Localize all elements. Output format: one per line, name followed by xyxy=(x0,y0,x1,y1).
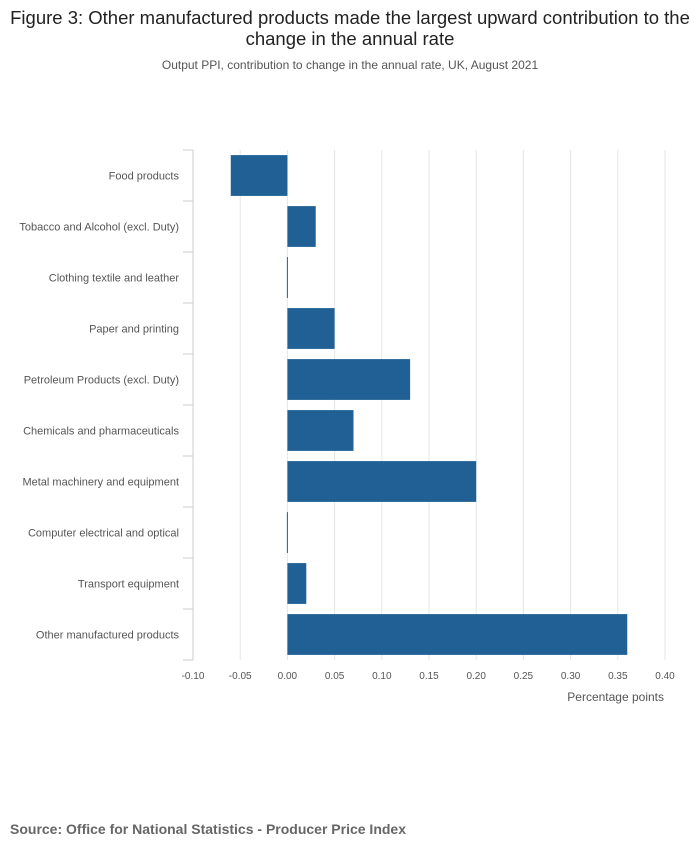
x-tick-label: 0.30 xyxy=(561,671,581,682)
bar xyxy=(287,206,316,247)
chart-subtitle: Output PPI, contribution to change in th… xyxy=(161,58,539,72)
category-label: Clothing textile and leather xyxy=(49,273,180,285)
bar xyxy=(287,359,411,400)
chart-title: Figure 3: Other manufactured products ma… xyxy=(10,7,690,49)
bar xyxy=(230,155,288,196)
category-label: Transport equipment xyxy=(78,579,179,591)
category-label: Tobacco and Alcohol (excl. Duty) xyxy=(19,222,179,234)
category-label: Other manufactured products xyxy=(36,630,180,642)
gridlines xyxy=(239,150,666,660)
x-tick-label: 0.20 xyxy=(466,671,486,682)
category-label: Food products xyxy=(109,171,180,183)
x-tick-label: 0.15 xyxy=(419,671,439,682)
bar xyxy=(286,512,288,553)
x-tick-label: 0.10 xyxy=(372,671,392,682)
bar xyxy=(287,563,307,604)
axes xyxy=(183,149,194,661)
bar xyxy=(287,410,354,451)
x-tick-label: -0.10 xyxy=(182,671,205,682)
x-tick-label: 0.00 xyxy=(278,671,298,682)
x-tick-label: 0.35 xyxy=(608,671,628,682)
bar xyxy=(287,461,477,502)
x-tick-label: 0.25 xyxy=(514,671,534,682)
x-tick-label: 0.40 xyxy=(655,671,675,682)
source-note: Source: Office for National Statistics -… xyxy=(10,821,406,837)
x-axis-title: Percentage points xyxy=(567,690,664,704)
category-label: Paper and printing xyxy=(89,324,179,336)
bar xyxy=(287,308,335,349)
bars xyxy=(230,155,628,655)
x-tick-label: -0.05 xyxy=(229,671,252,682)
category-label: Computer electrical and optical xyxy=(28,528,179,540)
category-label: Petroleum Products (excl. Duty) xyxy=(24,375,179,387)
bar xyxy=(287,614,628,655)
category-label: Metal machinery and equipment xyxy=(22,477,179,489)
labels: -0.10 -0.05 0.00 0.05 0.10 0.15 0.20 0.25 0.30 0.… xyxy=(19,171,675,683)
bar xyxy=(286,257,288,298)
x-tick-label: 0.05 xyxy=(325,671,345,682)
category-label: Chemicals and pharmaceuticals xyxy=(23,426,179,438)
